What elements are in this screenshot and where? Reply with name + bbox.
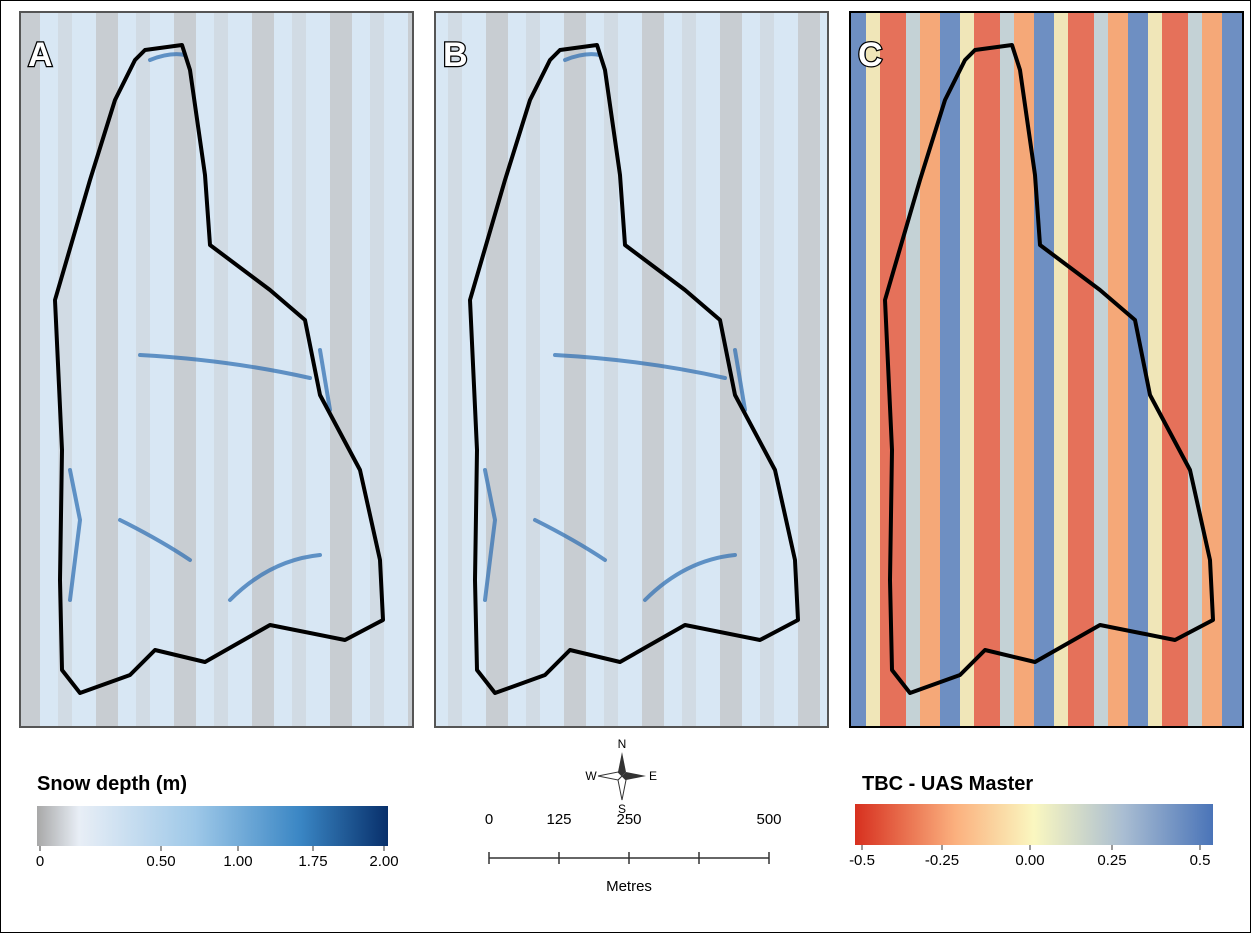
map-panel: A	[19, 11, 414, 728]
map-panel: C	[849, 11, 1244, 728]
panel-label: C	[858, 36, 883, 74]
compass-label: W	[585, 769, 597, 783]
scale-unit: Metres	[606, 878, 652, 895]
legend-tick-label: 1.75	[298, 853, 327, 870]
legend-tick-label: 0.50	[146, 853, 175, 870]
legend-tick-label: -0.5	[849, 852, 875, 869]
scale-tick-label: 125	[546, 811, 571, 828]
compass-label: N	[618, 737, 627, 751]
panel-label: A	[28, 36, 53, 74]
color-bar	[855, 804, 1213, 845]
panel-label: B	[443, 36, 468, 74]
legend-title: TBC - UAS Master	[862, 773, 1033, 795]
legend-tick-label: 2.00	[369, 853, 398, 870]
scale-tick-label: 0	[485, 811, 493, 828]
compass-label: E	[649, 769, 657, 783]
scale-tick-label: 500	[756, 811, 781, 828]
legend-tick-label: 0.5	[1190, 852, 1211, 869]
legend-tick-label: 0	[36, 853, 44, 870]
legend-tick-label: 1.00	[223, 853, 252, 870]
legend-title: Snow depth (m)	[37, 773, 187, 795]
compass-label: S	[618, 802, 626, 816]
legend-tick-label: -0.25	[925, 852, 959, 869]
scale-bar: Metres 0 125 250 500	[485, 811, 782, 895]
color-bar	[37, 806, 388, 846]
legend-tick-label: 0.25	[1097, 852, 1126, 869]
compass: N W E S	[585, 737, 657, 816]
map-panel: B	[434, 11, 829, 728]
legend-tick-label: 0.00	[1015, 852, 1044, 869]
scale-tick-label: 250	[616, 811, 641, 828]
